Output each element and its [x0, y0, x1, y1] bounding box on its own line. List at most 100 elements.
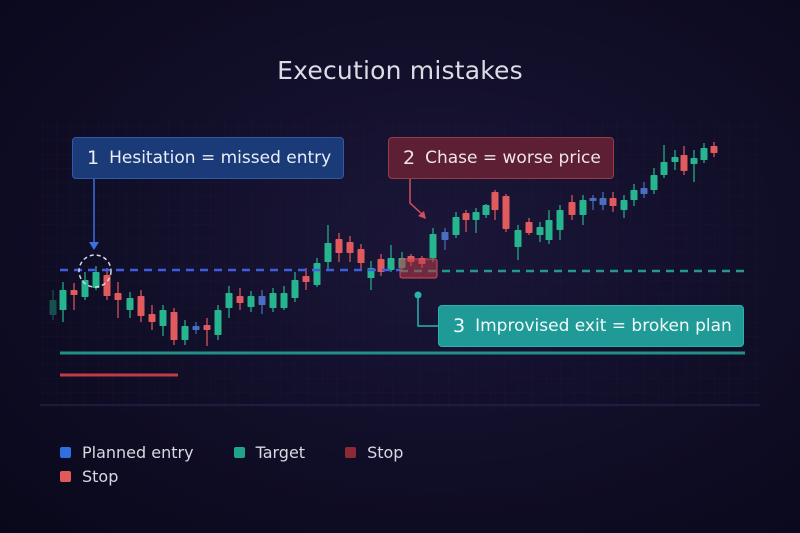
- candle: [236, 288, 244, 310]
- candle-body: [335, 239, 343, 253]
- candle-body: [170, 312, 178, 340]
- candle-body: [700, 148, 708, 160]
- candle: [335, 233, 343, 262]
- candle: [680, 146, 688, 175]
- arrow-icon: [418, 211, 426, 219]
- candle: [609, 192, 617, 212]
- candle-body: [148, 314, 156, 322]
- chart-legend: Planned entry Target Stop Stop: [60, 440, 443, 488]
- candle: [291, 272, 299, 302]
- candle: [192, 322, 200, 334]
- candle-body: [225, 293, 233, 308]
- candle: [148, 305, 156, 330]
- worse-price-zone: [399, 258, 438, 279]
- callout-text: Hesitation = missed entry: [109, 148, 332, 168]
- candle: [441, 228, 449, 250]
- candle-body: [302, 276, 310, 282]
- legend-item-planned-entry: Planned entry: [60, 443, 194, 462]
- candle: [214, 305, 222, 340]
- candle: [159, 305, 167, 336]
- candle: [536, 222, 544, 242]
- candle-body: [462, 213, 470, 220]
- candle: [568, 195, 576, 220]
- chart-title: Execution mistakes: [277, 56, 523, 85]
- candle-body: [514, 230, 522, 247]
- candle: [137, 290, 145, 322]
- candle: [462, 210, 470, 232]
- candle-body: [346, 242, 354, 253]
- candle-body: [126, 298, 134, 310]
- candle-body: [429, 234, 437, 258]
- legend-label: Target: [255, 442, 306, 462]
- candle-body: [568, 202, 576, 215]
- missed-entry-circle: [78, 254, 112, 288]
- legend-swatch: [60, 446, 71, 458]
- candle-body: [181, 326, 189, 340]
- candle-body: [247, 296, 255, 307]
- candle: [70, 283, 78, 310]
- candle-body: [357, 249, 365, 263]
- candle-body: [640, 188, 648, 194]
- candle: [599, 192, 607, 210]
- callout-3-connector: [417, 298, 438, 327]
- candle-body: [387, 258, 395, 270]
- candle: [491, 190, 499, 220]
- legend-swatch: [345, 446, 357, 458]
- callout-number: 3: [453, 315, 466, 337]
- candle-body: [482, 205, 490, 215]
- candle-body: [491, 192, 499, 210]
- candle: [170, 308, 178, 345]
- candle: [429, 228, 437, 262]
- legend-item-stop-dark: Stop: [345, 443, 403, 462]
- candle-body: [671, 157, 679, 162]
- candle: [313, 258, 321, 287]
- candle: [452, 212, 460, 238]
- candle: [660, 145, 668, 178]
- candle: [181, 320, 189, 345]
- callout-improvised-exit: 3 Improvised exit = broken plan: [438, 305, 744, 347]
- candle: [59, 282, 67, 322]
- candle: [690, 150, 698, 182]
- candle-body: [690, 158, 698, 164]
- candle: [387, 245, 395, 272]
- candle: [710, 142, 718, 157]
- candle: [114, 282, 122, 318]
- candle-body: [159, 310, 167, 326]
- candle-body: [710, 146, 718, 153]
- candle-body: [59, 290, 67, 310]
- candle-body: [137, 296, 145, 316]
- candle-body: [452, 217, 460, 235]
- candle-body: [589, 198, 597, 201]
- candle-body: [81, 280, 89, 297]
- candle-body: [650, 175, 658, 190]
- candle-body: [313, 263, 321, 285]
- candle-body: [192, 326, 200, 330]
- candles-group: [49, 142, 718, 346]
- legend-label: Planned entry: [82, 442, 194, 462]
- candle-body: [258, 296, 266, 305]
- candle: [589, 195, 597, 210]
- candle: [671, 150, 679, 170]
- candle: [126, 292, 134, 318]
- callout-chase: 2 Chase = worse price: [388, 137, 614, 179]
- candle-body: [599, 198, 607, 205]
- arrow-down-icon: [89, 242, 99, 250]
- candle-body: [502, 196, 510, 229]
- candle-body: [114, 293, 122, 300]
- candle-body: [536, 227, 544, 235]
- candle: [579, 195, 587, 225]
- candle: [620, 195, 628, 218]
- candle-body: [92, 272, 100, 288]
- candle: [514, 225, 522, 260]
- exit-point-dot: [414, 291, 422, 299]
- candle-body: [236, 296, 244, 303]
- legend-item-stop-light: Stop: [60, 467, 118, 486]
- legend-label: Stop: [82, 466, 119, 486]
- candle: [225, 286, 233, 318]
- candle-body: [525, 222, 533, 233]
- candle-body: [49, 300, 57, 315]
- candle: [346, 236, 354, 262]
- candle-body: [620, 200, 628, 210]
- callout-text: Chase = worse price: [425, 148, 601, 168]
- candle: [247, 291, 255, 312]
